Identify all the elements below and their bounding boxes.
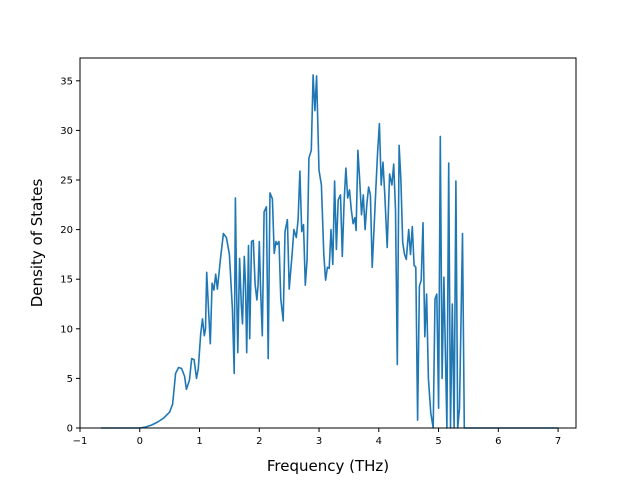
series-lines: [100, 74, 559, 429]
y-axis: 0 5 10 15 20 25 30 35: [60, 76, 80, 435]
x-tick-label: 7: [555, 436, 561, 447]
y-tick-label: 35: [60, 76, 73, 87]
series-line-0: [100, 74, 559, 429]
x-tick-label: 5: [435, 436, 441, 447]
x-tick-label: 0: [137, 436, 143, 447]
x-axis-label: Frequency (THz): [267, 457, 389, 475]
y-tick-label: 20: [60, 225, 73, 236]
x-axis: −1 0 1 2 3 4 5 6 7: [73, 428, 561, 447]
x-tick-label: 4: [376, 436, 382, 447]
y-tick-label: 10: [60, 324, 73, 335]
x-tick-label: 1: [196, 436, 202, 447]
plot-frame: [79, 57, 577, 429]
x-tick-label: 2: [256, 436, 262, 447]
y-tick-label: 0: [67, 424, 73, 435]
y-tick-label: 15: [60, 275, 73, 286]
y-tick-label: 5: [67, 374, 73, 385]
plot-area: [80, 58, 576, 428]
x-tick-label: −1: [73, 436, 88, 447]
y-axis-label: Density of States: [28, 179, 46, 308]
y-tick-label: 25: [60, 176, 73, 187]
y-tick-label: 30: [60, 126, 73, 137]
x-tick-label: 3: [316, 436, 322, 447]
x-tick-label: 6: [495, 436, 501, 447]
